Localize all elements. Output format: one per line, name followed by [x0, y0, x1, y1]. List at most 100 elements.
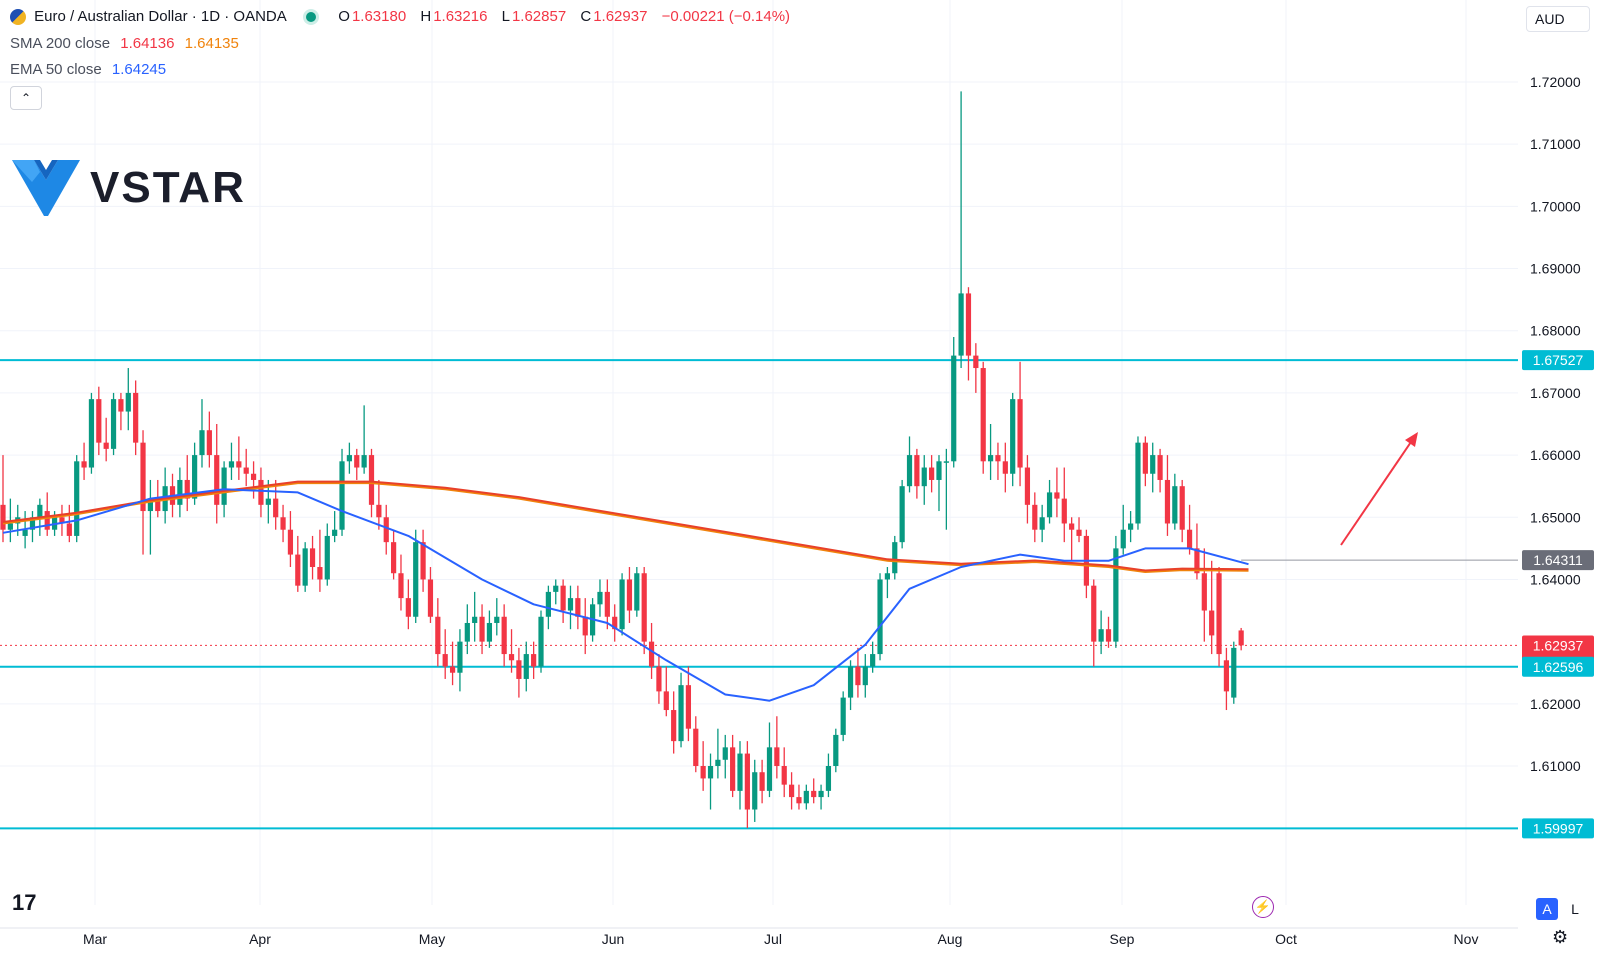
candle-body: [1091, 585, 1097, 642]
candle-body: [730, 747, 736, 791]
candle-body: [626, 579, 633, 611]
candle-body: [243, 467, 249, 474]
y-tick-label: 1.67000: [1530, 385, 1581, 401]
candle-body: [752, 772, 758, 810]
candle-body: [508, 654, 515, 661]
candle-body: [494, 616, 500, 623]
y-tick-label: 1.61000: [1530, 758, 1581, 774]
candle-body: [457, 641, 463, 673]
candle-body: [870, 654, 876, 667]
price-label-text: 1.62937: [1533, 638, 1584, 654]
candle-body: [1069, 523, 1075, 530]
candle-body: [81, 461, 87, 468]
close-label: C: [580, 8, 592, 25]
candle-body: [339, 461, 345, 530]
candle-body: [995, 455, 1001, 462]
candle-body: [118, 399, 124, 412]
candle-body: [774, 747, 780, 766]
candle-body: [936, 461, 942, 480]
candle-body: [899, 486, 905, 543]
flash-icon[interactable]: ⚡: [1252, 896, 1274, 918]
price-label-bg: [1522, 350, 1594, 371]
candle-body: [737, 753, 743, 791]
candle-body: [44, 511, 50, 530]
candle-body: [678, 685, 684, 742]
candle-body: [1164, 479, 1171, 524]
candle-body: [766, 747, 773, 791]
candle-body: [693, 728, 699, 766]
candle-body: [1039, 517, 1045, 530]
candle-body: [641, 573, 647, 642]
log-scale-button[interactable]: L: [1571, 901, 1579, 917]
candle-body: [265, 498, 271, 505]
candle-body: [1172, 486, 1178, 524]
y-tick-label: 1.65000: [1530, 509, 1581, 525]
open-label: O: [338, 8, 350, 25]
candle-body: [88, 399, 95, 468]
currency-selector[interactable]: AUD: [1526, 6, 1590, 32]
legend-sma-row[interactable]: SMA 200 close 1.64136 1.64135: [10, 35, 239, 52]
symbol-icon: [10, 9, 26, 26]
candle-body: [803, 790, 809, 804]
candle-body: [744, 753, 750, 810]
candle-body: [110, 399, 117, 449]
candle-body: [560, 585, 566, 611]
candle-body: [442, 654, 448, 667]
symbol-title[interactable]: Euro / Australian Dollar · 1D · OANDA: [34, 8, 286, 25]
trend-arrow-head: [1405, 432, 1418, 447]
x-tick-label: May: [419, 931, 445, 947]
candle-body: [199, 430, 205, 456]
candle-body: [921, 467, 927, 487]
candle-body: [892, 542, 898, 574]
x-tick-label: Oct: [1275, 931, 1297, 947]
candle-body: [663, 691, 669, 711]
y-tick-label: 1.64000: [1530, 571, 1581, 587]
candle-body: [538, 616, 544, 667]
candle-body: [472, 616, 478, 623]
candle-body: [74, 461, 80, 536]
legend-ema-row[interactable]: EMA 50 close 1.64245: [10, 61, 166, 78]
collapse-legend-button[interactable]: ⌃: [10, 86, 42, 110]
sma-value-2: 1.64135: [184, 35, 239, 52]
candle-body: [332, 529, 338, 536]
low-value: 1.62857: [511, 8, 567, 25]
candle-body: [398, 573, 404, 599]
candle-body: [383, 517, 389, 543]
candle-body: [553, 585, 559, 592]
candle-body: [449, 666, 456, 673]
candle-body: [302, 548, 308, 586]
candle-body: [324, 535, 330, 580]
horizontal-levels: [0, 359, 1518, 830]
x-tick-label: Aug: [938, 931, 963, 947]
low-label: L: [501, 8, 510, 25]
x-tick-label: Nov: [1454, 931, 1479, 947]
candle-body: [1113, 548, 1119, 642]
ema-value: 1.64245: [111, 61, 167, 78]
price-labels: 1.675271.643111.6293719:21:061.625961.59…: [1522, 350, 1594, 839]
candle-body: [545, 591, 551, 617]
x-tick-label: Apr: [249, 931, 271, 947]
vstar-logo-mark: [12, 160, 80, 216]
candle-body: [435, 616, 441, 655]
auto-scale-button[interactable]: A: [1536, 898, 1558, 920]
candle-body: [258, 479, 264, 505]
candle-body: [707, 766, 714, 779]
chevron-up-icon: ⌃: [20, 91, 32, 105]
tradingview-logo[interactable]: 17: [12, 890, 37, 915]
candle-body: [951, 355, 957, 462]
x-tick-label: Sep: [1110, 931, 1135, 947]
candle-body: [884, 573, 890, 580]
gear-icon[interactable]: ⚙: [1552, 927, 1569, 947]
x-tick-label: Jul: [764, 931, 782, 947]
candle-body: [685, 685, 692, 729]
candle-body: [929, 467, 935, 480]
trend-arrow[interactable]: [1340, 438, 1414, 546]
candle-body: [1076, 529, 1082, 536]
candle-body: [862, 666, 868, 686]
axes: 1.72000 1.71000 1.70000 1.69000 1.68000 1.670…: [0, 74, 1581, 947]
open-value: 1.63180: [351, 8, 407, 25]
price-label-text: 1.59997: [1533, 820, 1584, 836]
price-label-text: 1.67527: [1533, 352, 1584, 368]
vstar-logo-text: VSTAR: [90, 163, 246, 212]
